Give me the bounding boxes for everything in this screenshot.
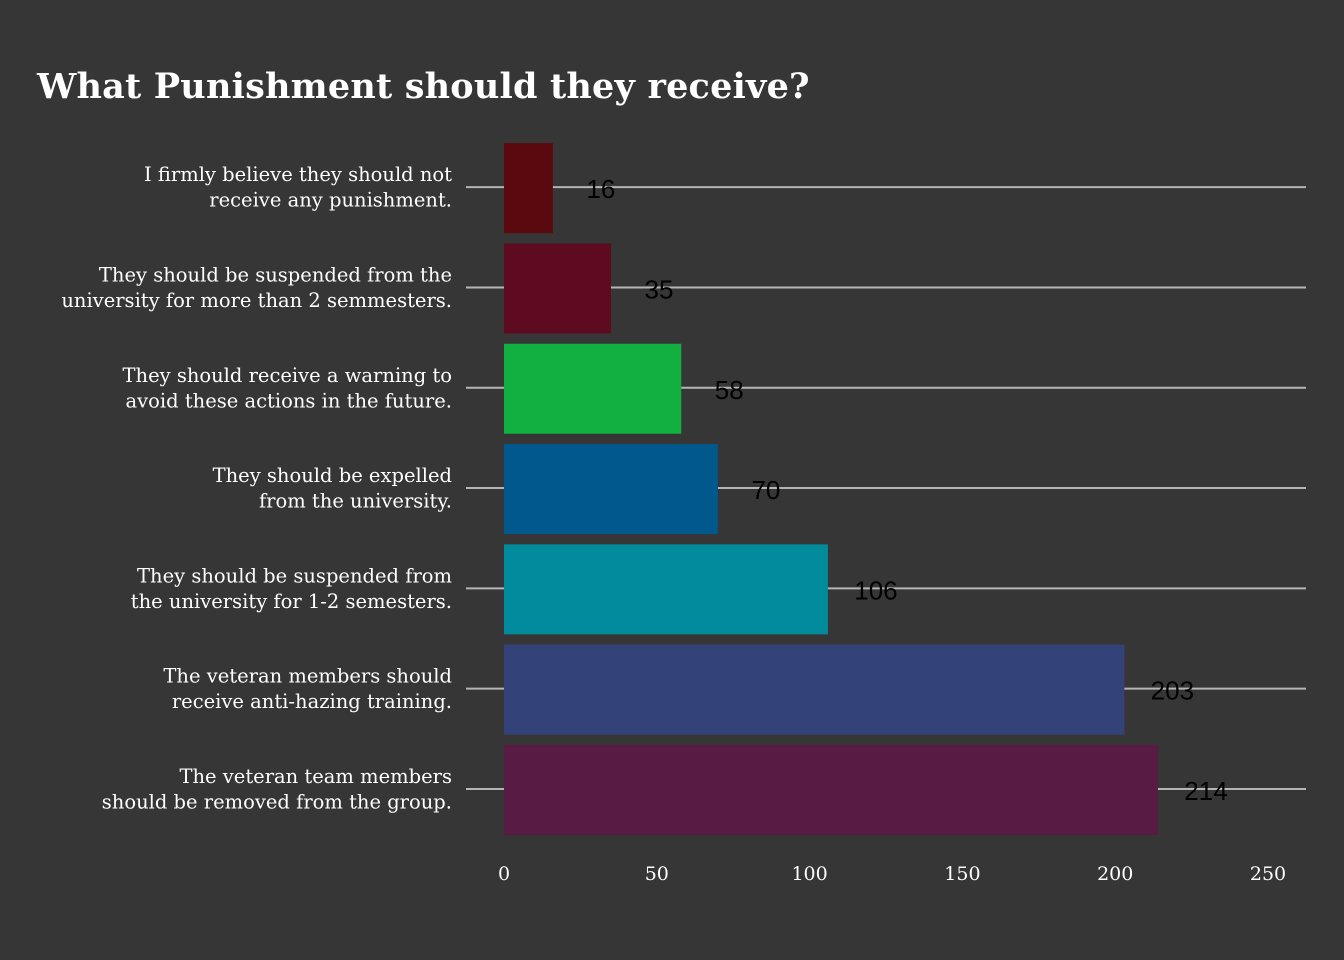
value-labels: 16 35 58 70 106 203 214 <box>586 174 1227 806</box>
category-label-line: avoid these actions in the future. <box>126 389 452 412</box>
x-tick-label: 50 <box>645 863 669 885</box>
data-label: 214 <box>1184 776 1227 806</box>
x-tick-label: 0 <box>498 863 510 885</box>
bar <box>504 544 828 635</box>
category-label-line: The veteran members should <box>163 665 452 688</box>
category-label: They should be suspended from the univers… <box>61 263 452 312</box>
category-label-line: university for more than 2 semmesters. <box>61 289 452 312</box>
chart-title: What Punishment should they receive? <box>37 66 810 107</box>
category-label-line: They should be suspended from the <box>99 263 452 286</box>
category-label-line: from the university. <box>259 490 452 513</box>
category-label-line: I firmly believe they should not <box>144 163 452 186</box>
x-tick-label: 250 <box>1250 863 1286 885</box>
bar <box>504 243 611 334</box>
bar <box>504 143 553 234</box>
category-label-line: They should be suspended from <box>137 564 452 587</box>
category-label: The veteran team members should be remove… <box>102 765 452 814</box>
x-axis-ticks: 0 50 100 150 200 250 <box>498 863 1286 885</box>
category-label: They should be expelled from the universi… <box>213 464 452 513</box>
category-label-line: They should be expelled <box>213 464 452 487</box>
bar <box>504 744 1158 835</box>
x-tick-label: 150 <box>944 863 980 885</box>
category-label: They should receive a warning to avoid th… <box>123 364 453 413</box>
data-label: 16 <box>586 174 615 204</box>
category-label: They should be suspended from the univers… <box>131 564 452 613</box>
data-label: 70 <box>751 475 780 505</box>
category-label-line: should be removed from the group. <box>102 790 452 813</box>
category-label: The veteran members should receive anti-h… <box>163 665 452 714</box>
category-label-line: the university for 1-2 semesters. <box>131 590 452 613</box>
category-labels: I firmly believe they should not receive … <box>61 163 452 813</box>
data-label: 106 <box>854 575 897 605</box>
x-tick-label: 200 <box>1097 863 1133 885</box>
category-label-line: The veteran team members <box>179 765 452 788</box>
bar <box>504 644 1125 735</box>
bar <box>504 444 718 535</box>
category-label: I firmly believe they should not receive … <box>144 163 452 212</box>
bars <box>504 143 1158 835</box>
bar <box>504 343 682 434</box>
category-label-line: receive anti-hazing training. <box>172 690 452 713</box>
x-tick-label: 100 <box>791 863 827 885</box>
category-label-line: receive any punishment. <box>209 189 452 212</box>
category-label-line: They should receive a warning to <box>123 364 453 387</box>
data-label: 58 <box>715 375 744 405</box>
data-label: 203 <box>1151 676 1194 706</box>
data-label: 35 <box>644 274 673 304</box>
